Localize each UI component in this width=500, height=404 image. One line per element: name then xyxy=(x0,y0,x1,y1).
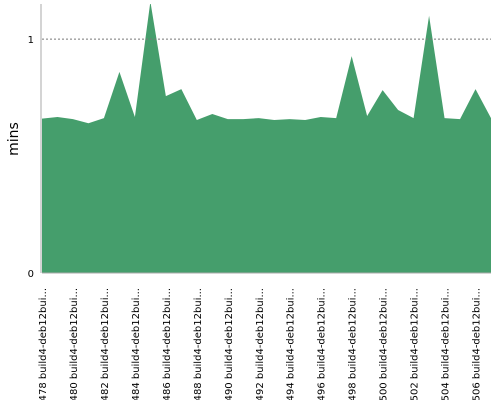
y-axis-label: mins xyxy=(6,122,22,156)
x-tick-label: #478 build4-deb12bui... xyxy=(38,288,49,400)
x-tick-label: #502 build4-deb12bui... xyxy=(410,288,421,400)
y-tick-label: 1 xyxy=(28,35,34,46)
x-tick-label: #498 build4-deb12bui... xyxy=(348,288,359,400)
x-tick-label: #504 build4-deb12bui... xyxy=(441,288,452,400)
x-tick-label: #484 build4-deb12bui... xyxy=(131,288,142,400)
y-tick-label: 0 xyxy=(28,269,34,280)
x-tick-label: #482 build4-deb12bui... xyxy=(100,288,111,400)
x-tick-label: #480 build4-deb12bui... xyxy=(69,288,80,400)
x-tick-label: #500 build4-deb12bui... xyxy=(379,288,390,400)
x-tick-label: #490 build4-deb12bui... xyxy=(224,288,235,400)
x-tick-label: #506 build4-deb12bui... xyxy=(472,288,483,400)
x-tick-label: #494 build4-deb12bui... xyxy=(286,288,297,400)
x-tick-label: #486 build4-deb12bui... xyxy=(162,288,173,400)
area xyxy=(42,4,491,273)
x-tick-label: #492 build4-deb12bui... xyxy=(255,288,266,400)
plot xyxy=(42,4,491,273)
x-tick-label: #488 build4-deb12bui... xyxy=(193,288,204,400)
x-tick-label: #496 build4-deb12bui... xyxy=(317,288,328,400)
